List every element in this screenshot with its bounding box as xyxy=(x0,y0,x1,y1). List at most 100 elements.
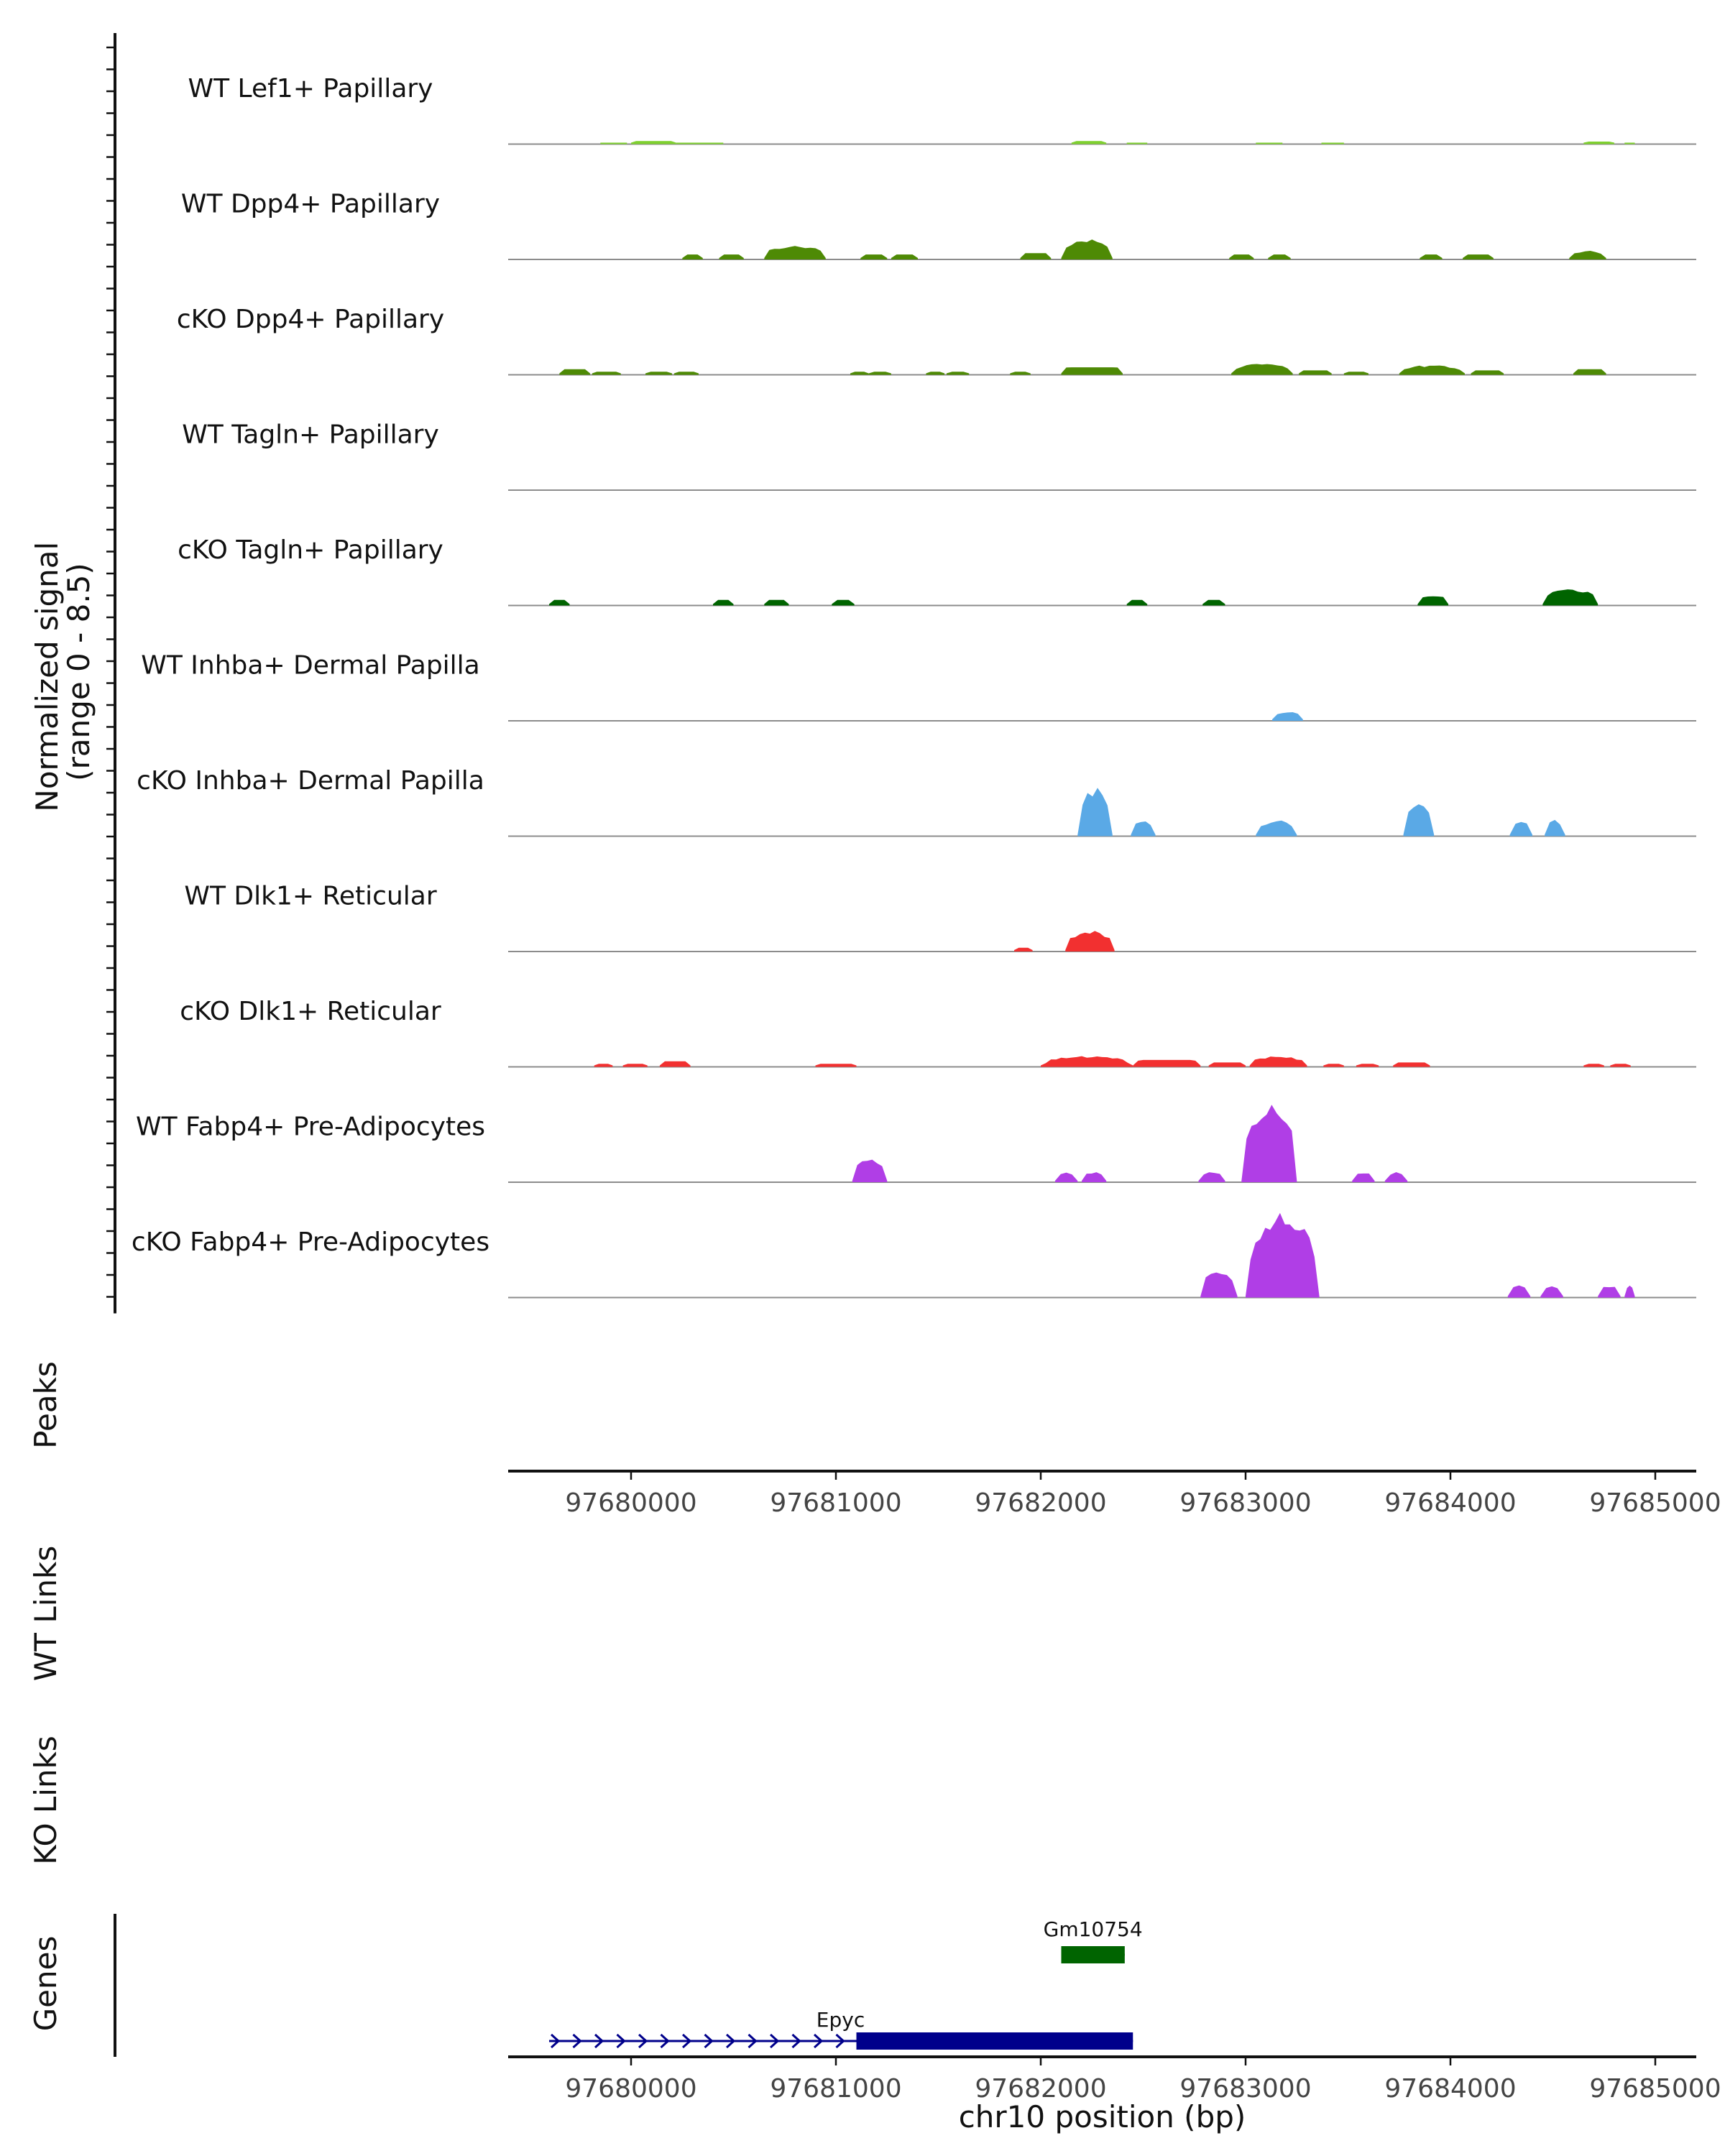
coverage-peak xyxy=(1384,1172,1408,1182)
coverage-peak xyxy=(1471,370,1504,375)
coverage-peak xyxy=(1133,1059,1201,1067)
strand-chevron xyxy=(791,2033,801,2049)
coverage-peak xyxy=(1229,254,1254,259)
coverage-track: WT Tagln+ Papillary xyxy=(182,420,1696,491)
coverage-peak xyxy=(1126,599,1148,606)
coverage-peak xyxy=(1583,142,1614,144)
coverage-peak xyxy=(868,372,891,375)
coverage-track: cKO Inhba+ Dermal Papilla xyxy=(137,766,1696,837)
coverage-peak xyxy=(1020,253,1052,259)
coverage-peak xyxy=(1208,1062,1246,1067)
coverage-peak xyxy=(1393,1062,1430,1067)
genes-panel-label: Genes xyxy=(28,1936,63,2032)
coverage-peak xyxy=(1323,1064,1344,1067)
track-label: cKO Fabp4+ Pre-Adipocytes xyxy=(132,1227,489,1257)
track-label: cKO Dlk1+ Reticular xyxy=(180,997,441,1026)
coverage-peak xyxy=(594,1064,613,1067)
coverage-peak xyxy=(1540,1286,1563,1298)
coverage-peak xyxy=(852,1159,888,1182)
coverage-peak xyxy=(1509,821,1532,837)
strand-chevron xyxy=(594,2033,604,2049)
peaks-x-tick-label: 97685000 xyxy=(1589,1488,1721,1518)
ko-links-panel-label: KO Links xyxy=(28,1736,63,1865)
strand-chevron xyxy=(748,2033,758,2049)
coverage-y-axis xyxy=(106,33,116,1314)
coverage-peak xyxy=(1542,589,1598,606)
coverage-track: WT Fabp4+ Pre-Adipocytes xyxy=(136,1105,1696,1183)
coverage-peak xyxy=(1249,1056,1307,1067)
coverage-peak xyxy=(832,599,855,606)
genes-x-axis: 97680000 97681000 97682000 97683000 97684000… xyxy=(114,1914,1721,2104)
coverage-y-axis-title-line1: Normalized signal xyxy=(29,542,65,812)
coverage-peak xyxy=(1041,1056,1133,1067)
coverage-peak xyxy=(1573,369,1606,375)
coverage-peak xyxy=(682,254,703,259)
gene-exon xyxy=(856,2032,1133,2050)
coverage-track: WT Dpp4+ Papillary xyxy=(181,190,1696,260)
coverage-peak xyxy=(645,372,672,375)
coverage-peak xyxy=(1200,1272,1238,1298)
strand-chevron xyxy=(638,2033,648,2049)
track-label: cKO Dpp4+ Papillary xyxy=(177,305,444,334)
strand-chevron xyxy=(681,2033,692,2049)
peaks-panel-label: Peaks xyxy=(28,1361,63,1449)
coverage-y-axis-title-line2: (range 0 - 8.5) xyxy=(61,563,96,781)
coverage-peak xyxy=(1077,788,1113,837)
gene: Epyc xyxy=(549,2008,1133,2050)
coverage-peak xyxy=(764,246,826,259)
coverage-peak xyxy=(1624,142,1635,144)
peaks-x-tick-label: 97683000 xyxy=(1179,1488,1311,1518)
genes-x-tick-label: 97682000 xyxy=(975,2074,1106,2104)
coverage-peak xyxy=(622,1064,648,1067)
coverage-track: cKO Fabp4+ Pre-Adipocytes xyxy=(132,1212,1696,1299)
wt-links-panel-label: WT Links xyxy=(28,1546,63,1681)
genes-x-tick-label: 97681000 xyxy=(770,2074,901,2104)
coverage-peak xyxy=(631,141,676,144)
coverage-peak xyxy=(1507,1285,1531,1298)
coverage-peak xyxy=(1010,372,1031,375)
coverage-peak xyxy=(946,372,970,375)
peaks-x-axis: 97680000 97681000 97682000 97683000 97684000… xyxy=(508,1470,1721,1518)
strand-chevron xyxy=(813,2033,824,2049)
coverage-peak xyxy=(1241,1105,1297,1182)
coverage-peak xyxy=(1256,142,1283,144)
track-label: WT Dpp4+ Papillary xyxy=(181,190,440,219)
coverage-peak xyxy=(1463,254,1494,259)
gene-label: Epyc xyxy=(816,2008,865,2032)
track-label: WT Lef1+ Papillary xyxy=(188,74,433,103)
coverage-peak xyxy=(1343,372,1368,375)
coverage-peak xyxy=(1417,596,1449,606)
gene-annotations: Gm10754 Epyc xyxy=(549,1917,1143,2050)
coverage-peak xyxy=(1202,599,1225,606)
strand-chevron xyxy=(769,2033,780,2049)
coverage-peak xyxy=(1071,141,1107,144)
coverage-peak xyxy=(1231,364,1293,375)
track-label: WT Fabp4+ Pre-Adipocytes xyxy=(136,1112,485,1142)
coverage-track: WT Dlk1+ Reticular xyxy=(184,882,1696,952)
coverage-peak xyxy=(1352,1173,1375,1182)
peaks-x-tick-label: 97680000 xyxy=(565,1488,696,1518)
coverage-peak xyxy=(1299,370,1332,375)
coverage-track: cKO Dpp4+ Papillary xyxy=(177,305,1696,376)
genes-x-tick-label: 97683000 xyxy=(1179,2074,1311,2104)
gene-label: Gm10754 xyxy=(1044,1917,1143,1941)
coverage-peak xyxy=(673,372,699,375)
coverage-peak xyxy=(1061,367,1123,375)
strand-chevron xyxy=(704,2033,714,2049)
peaks-x-tick-label: 97682000 xyxy=(975,1488,1106,1518)
track-label: WT Inhba+ Dermal Papilla xyxy=(141,651,479,681)
coverage-peak xyxy=(1065,931,1115,952)
coverage-peak xyxy=(1082,1172,1107,1182)
coverage-peak xyxy=(1272,712,1303,721)
genes-x-tick-label: 97680000 xyxy=(565,2074,696,2104)
coverage-peak xyxy=(713,599,734,606)
coverage-peak xyxy=(1268,254,1291,259)
coverage-peak xyxy=(1256,820,1297,837)
coverage-y-axis-title: Normalized signal (range 0 - 8.5) xyxy=(29,532,96,811)
coverage-peak xyxy=(1356,1064,1379,1067)
strand-chevron xyxy=(835,2033,845,2049)
coverage-peak xyxy=(1569,251,1606,259)
coverage-peak xyxy=(1131,821,1156,837)
coverage-peak xyxy=(1598,1286,1621,1298)
